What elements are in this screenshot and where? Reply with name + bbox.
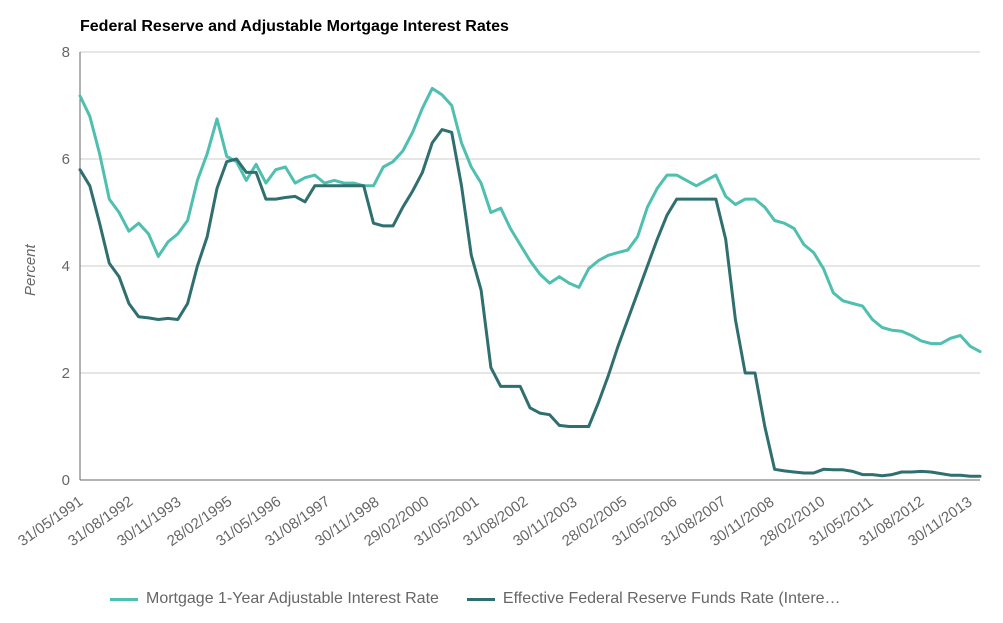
legend-label: Effective Federal Reserve Funds Rate (In… bbox=[503, 590, 841, 608]
y-tick-label: 0 bbox=[62, 472, 70, 489]
series-line bbox=[80, 130, 980, 477]
legend-item: Effective Federal Reserve Funds Rate (In… bbox=[467, 590, 841, 608]
legend: Mortgage 1-Year Adjustable Interest Rate… bbox=[110, 590, 841, 608]
legend-item: Mortgage 1-Year Adjustable Interest Rate bbox=[110, 590, 439, 608]
legend-label: Mortgage 1-Year Adjustable Interest Rate bbox=[146, 590, 439, 608]
legend-swatch bbox=[110, 598, 138, 601]
series-line bbox=[80, 88, 980, 351]
legend-swatch bbox=[467, 598, 495, 601]
y-tick-label: 6 bbox=[62, 151, 70, 168]
y-tick-label: 2 bbox=[62, 365, 70, 382]
y-tick-label: 8 bbox=[62, 44, 70, 61]
y-tick-label: 4 bbox=[62, 258, 70, 275]
chart-container: Federal Reserve and Adjustable Mortgage … bbox=[0, 0, 1003, 623]
